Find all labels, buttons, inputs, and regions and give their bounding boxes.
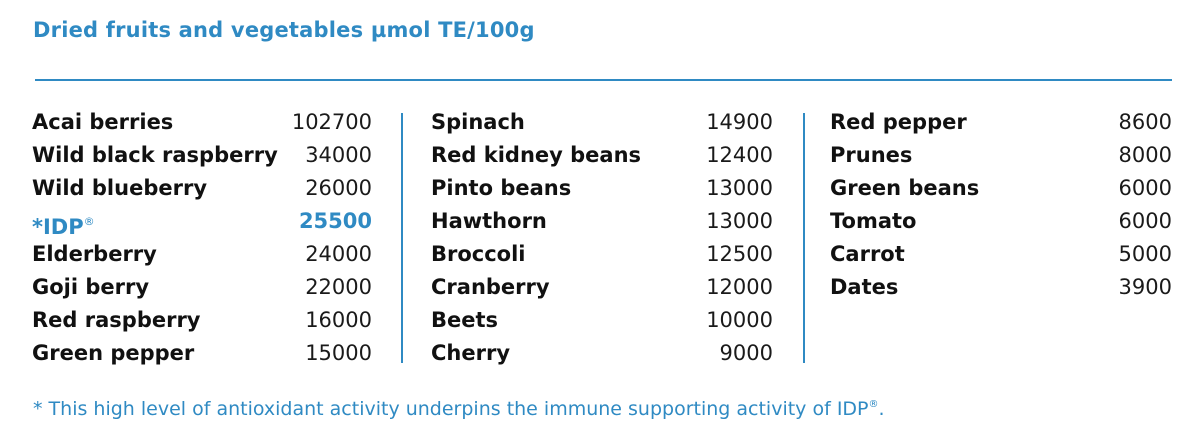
footnote-text: * This high level of antioxidant activit… bbox=[33, 398, 869, 420]
table-title: Dried fruits and vegetables µmol TE/100g bbox=[33, 18, 535, 42]
table-row: Spinach 14900 bbox=[431, 106, 773, 139]
footnote: * This high level of antioxidant activit… bbox=[33, 398, 885, 420]
table-row-highlight: *IDP® 25500 bbox=[32, 205, 372, 239]
table-row: Goji berry 22000 bbox=[32, 271, 372, 304]
table-row: Red kidney beans 12400 bbox=[431, 139, 773, 172]
item-name: Cherry bbox=[431, 341, 511, 365]
table-row: Tomato 6000 bbox=[830, 205, 1172, 238]
table-row: Dates 3900 bbox=[830, 271, 1172, 304]
item-name: Broccoli bbox=[431, 242, 526, 266]
table-row: Cherry 9000 bbox=[431, 337, 773, 370]
table-row: Pinto beans 13000 bbox=[431, 172, 773, 205]
table-row: Elderberry 24000 bbox=[32, 238, 372, 271]
item-value: 3900 bbox=[1118, 275, 1172, 299]
item-name: Prunes bbox=[830, 143, 913, 167]
footnote-end: . bbox=[878, 398, 885, 420]
column-3: Red pepper 8600 Prunes 8000 Green beans … bbox=[830, 106, 1172, 304]
item-value: 8000 bbox=[1118, 143, 1172, 167]
item-name: Red kidney beans bbox=[431, 143, 642, 167]
item-value: 15000 bbox=[305, 341, 372, 365]
item-name: Spinach bbox=[431, 110, 525, 134]
table-row: Green beans 6000 bbox=[830, 172, 1172, 205]
table-row: Prunes 8000 bbox=[830, 139, 1172, 172]
table-row: Cranberry 12000 bbox=[431, 271, 773, 304]
item-name: Tomato bbox=[830, 209, 917, 233]
item-name: *IDP® bbox=[32, 205, 95, 244]
registered-mark: ® bbox=[868, 399, 879, 410]
item-value: 102700 bbox=[291, 110, 372, 134]
item-name: Dates bbox=[830, 275, 899, 299]
item-name: Red pepper bbox=[830, 110, 967, 134]
column-1: Acai berries 102700 Wild black raspberry… bbox=[32, 106, 372, 370]
item-value: 12500 bbox=[706, 242, 773, 266]
item-name: Wild blueberry bbox=[32, 176, 208, 200]
item-name: Green pepper bbox=[32, 341, 195, 365]
column-divider bbox=[401, 113, 403, 363]
item-value: 16000 bbox=[305, 308, 372, 332]
item-name: Green beans bbox=[830, 176, 980, 200]
item-name: Red raspberry bbox=[32, 308, 201, 332]
item-name: Goji berry bbox=[32, 275, 150, 299]
item-value: 13000 bbox=[706, 209, 773, 233]
item-value: 14900 bbox=[706, 110, 773, 134]
item-name: Beets bbox=[431, 308, 499, 332]
item-value: 24000 bbox=[305, 242, 372, 266]
table-row: Beets 10000 bbox=[431, 304, 773, 337]
table-row: Red pepper 8600 bbox=[830, 106, 1172, 139]
table-row: Red raspberry 16000 bbox=[32, 304, 372, 337]
column-2: Spinach 14900 Red kidney beans 12400 Pin… bbox=[431, 106, 773, 370]
title-divider bbox=[35, 79, 1172, 81]
item-name: Acai berries bbox=[32, 110, 174, 134]
table-row: Green pepper 15000 bbox=[32, 337, 372, 370]
table-row: Wild blueberry 26000 bbox=[32, 172, 372, 205]
item-value: 22000 bbox=[305, 275, 372, 299]
item-name: Carrot bbox=[830, 242, 905, 266]
item-value: 25500 bbox=[298, 209, 372, 233]
table-row: Broccoli 12500 bbox=[431, 238, 773, 271]
table-row: Acai berries 102700 bbox=[32, 106, 372, 139]
item-value: 13000 bbox=[706, 176, 773, 200]
item-value: 26000 bbox=[305, 176, 372, 200]
item-value: 10000 bbox=[706, 308, 773, 332]
item-value: 12000 bbox=[706, 275, 773, 299]
item-value: 12400 bbox=[706, 143, 773, 167]
item-value: 6000 bbox=[1118, 209, 1172, 233]
item-value: 6000 bbox=[1118, 176, 1172, 200]
item-value: 5000 bbox=[1118, 242, 1172, 266]
item-value: 8600 bbox=[1118, 110, 1172, 134]
registered-mark: ® bbox=[83, 215, 95, 228]
table-row: Hawthorn 13000 bbox=[431, 205, 773, 238]
table-row: Wild black raspberry 34000 bbox=[32, 139, 372, 172]
column-divider bbox=[803, 113, 805, 363]
item-name-text: *IDP bbox=[32, 215, 84, 239]
item-name: Cranberry bbox=[431, 275, 550, 299]
item-name: Pinto beans bbox=[431, 176, 572, 200]
item-name: Elderberry bbox=[32, 242, 157, 266]
table-row: Carrot 5000 bbox=[830, 238, 1172, 271]
item-name: Wild black raspberry bbox=[32, 143, 278, 167]
item-value: 9000 bbox=[719, 341, 773, 365]
item-value: 34000 bbox=[305, 143, 372, 167]
item-name: Hawthorn bbox=[431, 209, 547, 233]
